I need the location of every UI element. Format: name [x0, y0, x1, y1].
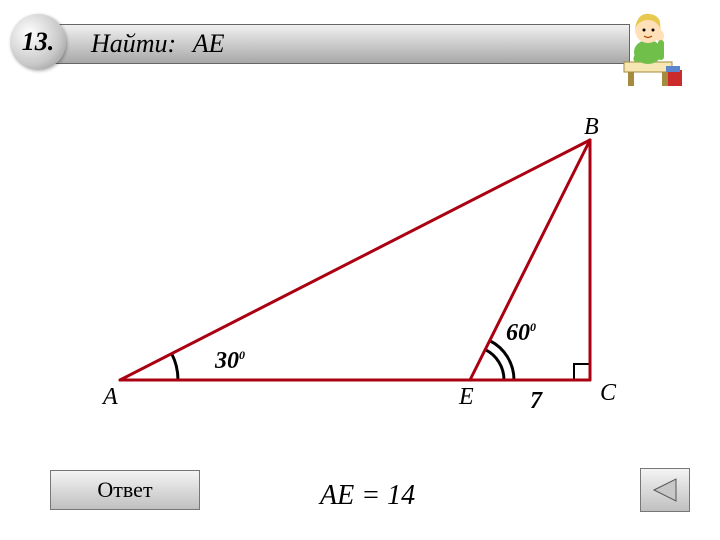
answer-lhs: AE: [320, 480, 354, 511]
side-label: 7: [530, 388, 542, 415]
answer-result: AE = 14: [320, 480, 415, 512]
angle-label-A: 300: [215, 348, 245, 375]
student-illustration: [610, 0, 690, 90]
find-label: Найти:: [91, 29, 176, 58]
vertex-label-E: Е: [459, 384, 474, 411]
vertex-label-A: A: [103, 384, 118, 411]
title-bar: Найти: АЕ: [50, 24, 630, 64]
answer-rhs: 14: [387, 480, 415, 511]
nav-back-button[interactable]: [640, 468, 690, 512]
answer-button[interactable]: Ответ: [50, 470, 200, 510]
vertex-label-C: С: [600, 380, 616, 407]
vertex-label-B: В: [584, 114, 599, 141]
title-text: Найти: АЕ: [91, 29, 224, 59]
find-target: АЕ: [193, 29, 225, 58]
problem-number-badge: 13.: [10, 14, 66, 70]
back-arrow-icon: [650, 477, 680, 503]
problem-number-text: 13.: [22, 27, 55, 57]
geometry-diagram: AВСЕ3006007: [100, 120, 620, 420]
answer-eq: =: [361, 480, 387, 511]
answer-button-label: Ответ: [97, 477, 152, 503]
angle-label-E: 600: [506, 320, 536, 347]
